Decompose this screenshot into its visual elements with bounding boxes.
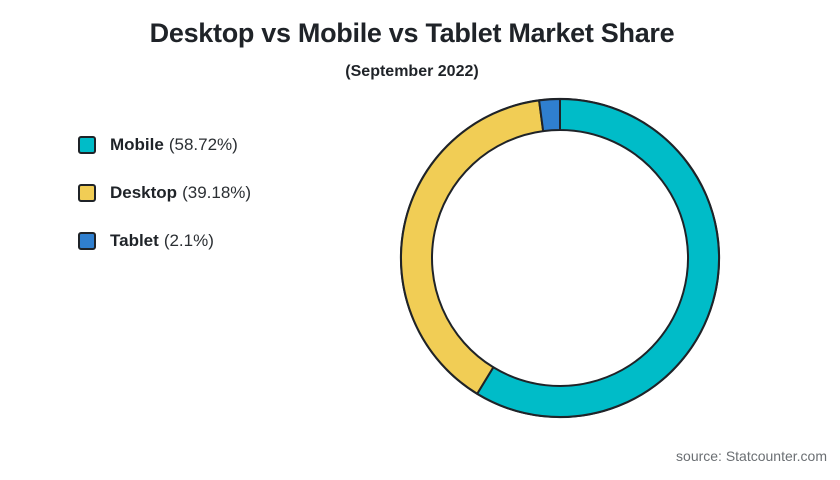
legend-value-mobile: (58.72%) (168, 135, 238, 154)
legend: Mobile (58.72%) Desktop (39.18%) Tablet … (78, 133, 358, 277)
donut-slices (400, 98, 720, 418)
legend-swatch-desktop (78, 184, 96, 202)
source-note: source: Statcounter.com (676, 448, 827, 464)
slice-mobile (476, 98, 720, 418)
slice-desktop (400, 99, 545, 395)
legend-item-mobile: Mobile (58.72%) (78, 133, 358, 157)
legend-value-tablet: (2.1%) (163, 231, 214, 250)
chart-subtitle: (September 2022) (345, 63, 479, 80)
chart-title: Desktop vs Mobile vs Tablet Market Share (149, 18, 675, 48)
legend-item-tablet: Tablet (2.1%) (78, 229, 358, 253)
legend-label-desktop: Desktop (110, 183, 178, 202)
legend-swatch-mobile (78, 136, 96, 154)
legend-item-desktop: Desktop (39.18%) (78, 181, 358, 205)
legend-value-desktop: (39.18%) (182, 183, 252, 202)
legend-label-tablet: Tablet (110, 231, 159, 250)
legend-label-mobile: Mobile (110, 135, 164, 154)
donut-chart (399, 97, 721, 419)
slice-tablet (538, 98, 561, 133)
legend-swatch-tablet (78, 232, 96, 250)
